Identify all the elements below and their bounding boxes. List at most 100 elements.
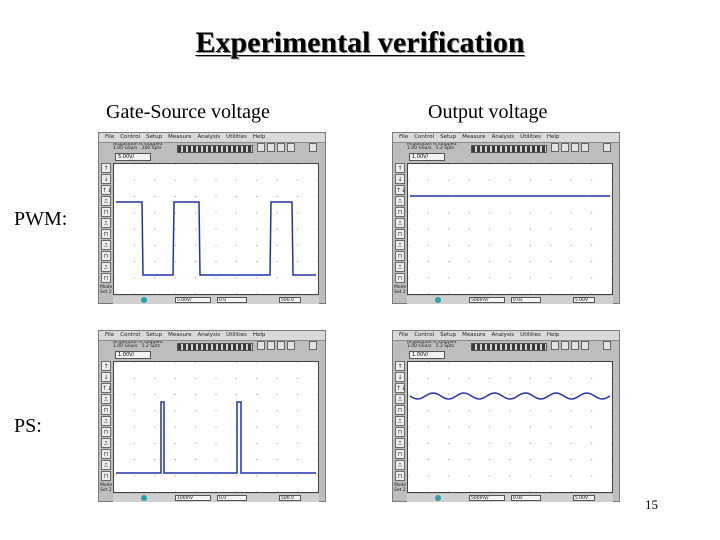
scope-side-button[interactable]: ⎍ — [101, 460, 111, 470]
scope-menu-item[interactable]: Control — [414, 332, 435, 338]
scope-side-button[interactable]: ⊓ — [101, 251, 111, 261]
scope-menu-item[interactable]: Help — [252, 134, 266, 140]
scope-menu-item[interactable]: File — [399, 134, 409, 140]
scope-side-button[interactable]: ⊓ — [395, 427, 405, 437]
scope-toolbar-button[interactable] — [581, 143, 589, 152]
scope-toolbar-button[interactable] — [267, 143, 275, 152]
scope-menu-item[interactable]: File — [399, 332, 409, 338]
scope-side-button[interactable]: ↑↓ — [101, 383, 113, 393]
scope-side-button[interactable]: ↑↓ — [395, 383, 407, 393]
grid-dot — [611, 293, 612, 294]
scope-side-button[interactable]: ⊓ — [101, 229, 111, 239]
scope-toolbar-button[interactable] — [257, 143, 265, 152]
scope-side-button[interactable]: ⊓ — [395, 471, 405, 481]
scope-side-button[interactable]: ↑ — [101, 163, 111, 173]
scope-side-button[interactable]: ↓ — [101, 372, 111, 382]
scope-menu-item[interactable]: Setup — [146, 332, 163, 338]
scope-side-button[interactable]: ⊓ — [101, 427, 111, 437]
scope-side-button[interactable]: ⊓ — [101, 471, 111, 481]
scope-side-button[interactable]: ⊓ — [395, 251, 405, 261]
scope-side-button[interactable]: ⎍ — [101, 394, 111, 404]
scope-menu-item[interactable]: Setup — [440, 332, 457, 338]
scope-side-button[interactable]: ⎍ — [101, 438, 111, 448]
scope-menu-item[interactable]: Utilities — [226, 134, 247, 140]
scope-side-button[interactable]: ⎍ — [101, 218, 111, 228]
scope-menu-item[interactable]: Measure — [462, 134, 486, 140]
scope-side-button[interactable]: ⎍ — [101, 416, 111, 426]
scope-menu-item[interactable]: Setup — [146, 134, 163, 140]
scope-menu-item[interactable]: Analysis — [197, 134, 221, 140]
scope-menu-item[interactable]: Help — [252, 332, 266, 338]
scope-menu-item[interactable]: Utilities — [520, 332, 541, 338]
channel-indicator-icon[interactable] — [141, 297, 147, 303]
scope-toolbar-button[interactable] — [277, 341, 285, 350]
scope-side-button[interactable]: ↑↓ — [395, 185, 407, 195]
scope-toolbar-button[interactable] — [309, 341, 317, 350]
scope-side-button[interactable]: ⊓ — [101, 273, 111, 283]
scope-menu-item[interactable]: Analysis — [197, 332, 221, 338]
scope-side-button[interactable]: ⊓ — [395, 229, 405, 239]
scope-side-button[interactable]: ↓ — [101, 174, 111, 184]
scope-side-button[interactable]: ⎍ — [395, 416, 405, 426]
scope-menu-item[interactable]: File — [105, 332, 115, 338]
scope-toolbar-button[interactable] — [571, 341, 579, 350]
scope-side-button[interactable]: ⊓ — [395, 449, 405, 459]
scope-side-button[interactable]: ⊓ — [101, 207, 111, 217]
scope-side-button[interactable]: ⊓ — [395, 273, 405, 283]
scope-side-button[interactable]: ↑ — [395, 361, 405, 371]
scope-toolbar-button[interactable] — [561, 143, 569, 152]
grid-dot — [509, 475, 511, 477]
scope-side-button[interactable]: ⎍ — [395, 196, 405, 206]
scope-menu-item[interactable]: File — [105, 134, 115, 140]
scope-side-button[interactable]: ⎍ — [395, 218, 405, 228]
channel-indicator-icon[interactable] — [435, 495, 441, 501]
scope-side-button[interactable]: ⎍ — [395, 394, 405, 404]
scope-toolbar-button[interactable] — [551, 143, 559, 152]
scope-side-button[interactable]: ↑ — [101, 361, 111, 371]
scope-side-button[interactable]: ⎍ — [101, 240, 111, 250]
scope-side-button[interactable]: ⎍ — [101, 262, 111, 272]
scope-side-button[interactable]: ⊓ — [395, 207, 405, 217]
scope-menu-item[interactable]: Analysis — [491, 332, 515, 338]
scope-menu-item[interactable]: Help — [546, 134, 560, 140]
scope-side-button[interactable]: ⎍ — [395, 460, 405, 470]
scope-side-button[interactable]: ⎍ — [101, 196, 111, 206]
scope-menu-item[interactable]: Setup — [440, 134, 457, 140]
scope-menu-item[interactable]: Analysis — [491, 134, 515, 140]
scope-toolbar-button[interactable] — [603, 143, 611, 152]
scope-side-button[interactable]: ⎍ — [395, 438, 405, 448]
scope-menu-item[interactable]: Control — [120, 332, 141, 338]
scope-menu-item[interactable]: Utilities — [226, 332, 247, 338]
scope-side-button[interactable]: ⊓ — [101, 405, 111, 415]
scope-side-button[interactable]: ⎍ — [395, 262, 405, 272]
channel-indicator-icon[interactable] — [435, 297, 441, 303]
scope-toolbar-button[interactable] — [561, 341, 569, 350]
scope-menu-item[interactable]: Measure — [462, 332, 486, 338]
scope-toolbar-button[interactable] — [277, 143, 285, 152]
scope-menu-item[interactable]: Control — [414, 134, 435, 140]
channel-indicator-icon[interactable] — [141, 495, 147, 501]
scope-toolbar-button[interactable] — [551, 341, 559, 350]
scope-side-button[interactable]: ↓ — [395, 174, 405, 184]
scope-toolbar-button[interactable] — [309, 143, 317, 152]
grid-dot — [297, 458, 299, 461]
scope-menu-item[interactable]: Help — [546, 332, 560, 338]
scope-side-button[interactable]: ⊓ — [101, 449, 111, 459]
scope-side-button[interactable]: ⊓ — [395, 405, 405, 415]
scope-side-button[interactable]: ↓ — [395, 372, 405, 382]
scope-menu-item[interactable]: Measure — [168, 134, 192, 140]
scope-menu-item[interactable]: Utilities — [520, 134, 541, 140]
scope-toolbar-button[interactable] — [257, 341, 265, 350]
scope-toolbar-button[interactable] — [287, 143, 295, 152]
grid-dot — [174, 475, 176, 477]
scope-toolbar-button[interactable] — [267, 341, 275, 350]
scope-toolbar-button[interactable] — [287, 341, 295, 350]
scope-side-button[interactable]: ⎍ — [395, 240, 405, 250]
scope-toolbar-button[interactable] — [581, 341, 589, 350]
scope-toolbar-button[interactable] — [603, 341, 611, 350]
scope-toolbar-button[interactable] — [571, 143, 579, 152]
scope-side-button[interactable]: ↑ — [395, 163, 405, 173]
scope-menu-item[interactable]: Measure — [168, 332, 192, 338]
scope-side-button[interactable]: ↑↓ — [101, 185, 113, 195]
scope-menu-item[interactable]: Control — [120, 134, 141, 140]
